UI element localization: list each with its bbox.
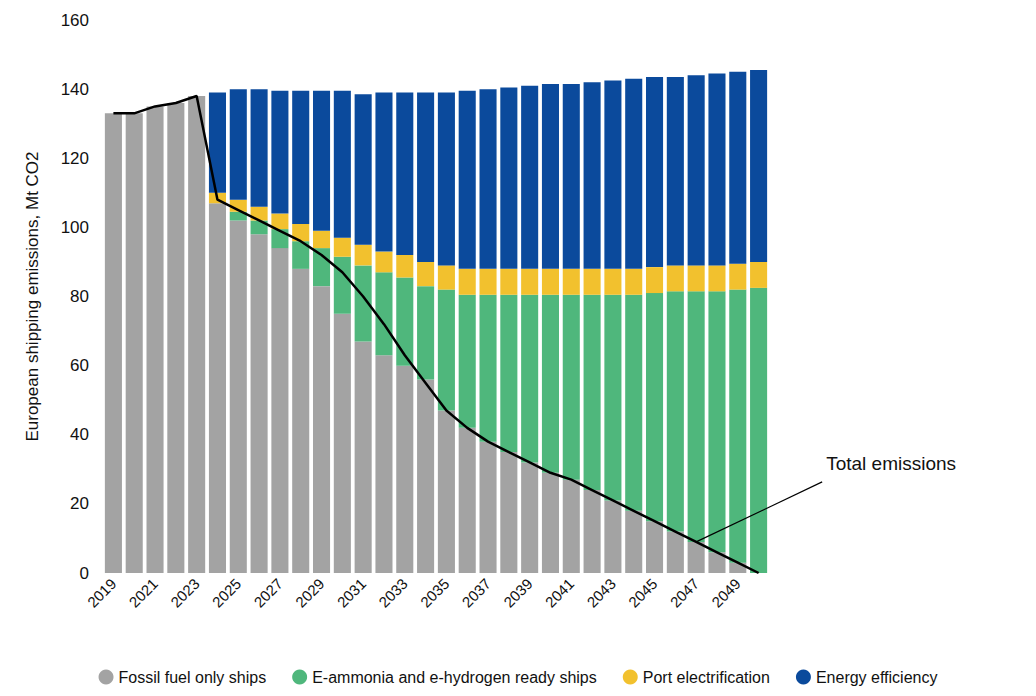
svg-text:Energy efficiency: Energy efficiency bbox=[816, 669, 938, 686]
svg-text:2039: 2039 bbox=[500, 575, 536, 611]
svg-text:2033: 2033 bbox=[375, 575, 411, 611]
svg-text:E-ammonia and e-hydrogen ready: E-ammonia and e-hydrogen ready ships bbox=[312, 669, 597, 686]
svg-text:2029: 2029 bbox=[292, 575, 328, 611]
svg-text:European shipping emissions, M: European shipping emissions, Mt CO2 bbox=[23, 151, 42, 441]
svg-text:160: 160 bbox=[61, 11, 89, 30]
svg-text:80: 80 bbox=[70, 287, 89, 306]
svg-text:2035: 2035 bbox=[417, 575, 453, 611]
svg-text:2043: 2043 bbox=[583, 575, 619, 611]
svg-text:2049: 2049 bbox=[708, 575, 744, 611]
svg-text:2021: 2021 bbox=[125, 575, 161, 611]
svg-text:2023: 2023 bbox=[167, 575, 203, 611]
svg-text:140: 140 bbox=[61, 80, 89, 99]
svg-text:100: 100 bbox=[61, 218, 89, 237]
svg-text:Fossil fuel only ships: Fossil fuel only ships bbox=[119, 669, 267, 686]
svg-text:Port electrification: Port electrification bbox=[643, 669, 770, 686]
svg-text:2025: 2025 bbox=[209, 575, 245, 611]
svg-text:60: 60 bbox=[70, 356, 89, 375]
svg-text:Total emissions: Total emissions bbox=[826, 453, 956, 474]
svg-text:0: 0 bbox=[80, 564, 89, 583]
svg-text:40: 40 bbox=[70, 425, 89, 444]
svg-text:2027: 2027 bbox=[250, 575, 286, 611]
svg-text:20: 20 bbox=[70, 494, 89, 513]
svg-text:2031: 2031 bbox=[334, 575, 370, 611]
svg-text:2045: 2045 bbox=[625, 575, 661, 611]
svg-text:2041: 2041 bbox=[542, 575, 578, 611]
svg-text:120: 120 bbox=[61, 149, 89, 168]
svg-text:2047: 2047 bbox=[667, 575, 703, 611]
svg-text:2019: 2019 bbox=[84, 575, 120, 611]
svg-text:2037: 2037 bbox=[458, 575, 494, 611]
